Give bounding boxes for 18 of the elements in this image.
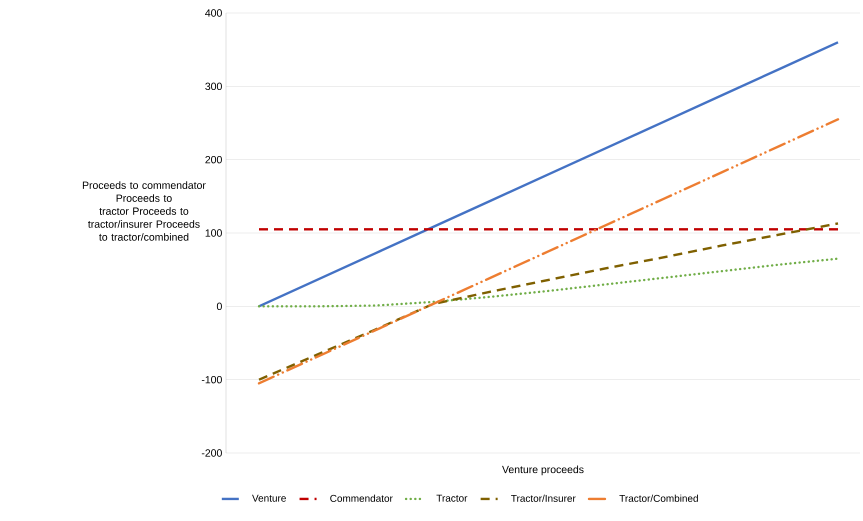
- y-tick-label: 200: [205, 156, 222, 164]
- legend-label: Tractor: [436, 494, 468, 502]
- y-tick-label: 0: [216, 302, 222, 310]
- line-series: [258, 41, 840, 308]
- y-tick-label: -200: [202, 449, 222, 457]
- y-axis-title: Proceeds to commendator Proceeds to tractor Proceeds to tractor/insurer Proceeds to tractor/combined: [82, 181, 206, 241]
- legend-label: Tractor/Insurer: [511, 494, 576, 502]
- legend-label: Tractor/Combined: [619, 494, 698, 502]
- y-tick-label: -100: [202, 376, 222, 384]
- y-tick-label: 300: [205, 82, 222, 90]
- legend-label: Venture: [252, 494, 286, 502]
- legend-label: Commendator: [330, 494, 393, 502]
- y-tick-label: 400: [205, 9, 222, 17]
- line-series: [258, 257, 840, 308]
- y-tick-label: 100: [206, 229, 222, 237]
- x-axis-title: Venture proceeds: [502, 465, 584, 476]
- line-series: [258, 222, 840, 381]
- line-series: [258, 118, 840, 385]
